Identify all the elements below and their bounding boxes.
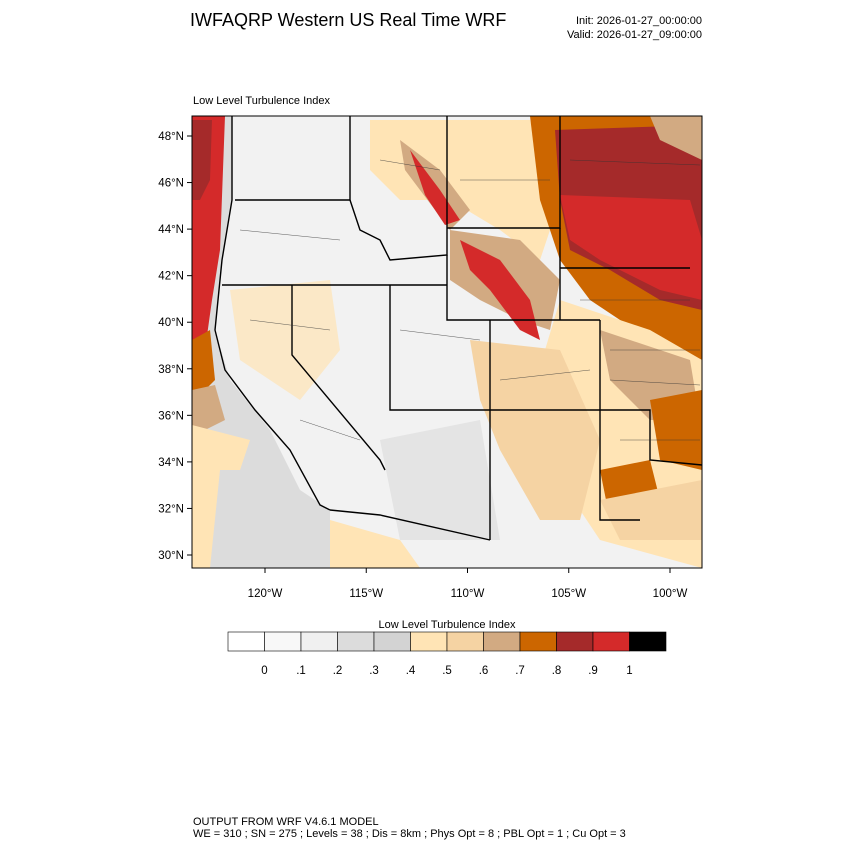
colorbar-title: Low Level Turbulence Index: [379, 619, 516, 631]
title: IWFAQRP Western US Real Time WRF: [190, 10, 506, 30]
lon-label: 105°W: [551, 588, 586, 600]
valid-time: Valid: 2026-01-27_09:00:00: [567, 29, 702, 41]
colorbar-box: [519, 631, 557, 652]
lat-label: 46°N: [158, 178, 184, 190]
colorbar-box: [556, 631, 594, 652]
colorbar-label: .6: [479, 665, 489, 677]
init-time: Init: 2026-01-27_00:00:00: [576, 15, 702, 27]
lat-label: 38°N: [158, 364, 184, 376]
footer-line: WE = 310 ; SN = 275 ; Levels = 38 ; Dis …: [193, 828, 626, 840]
colorbar-label: .5: [442, 665, 452, 677]
colorbar-label: .1: [296, 665, 306, 677]
lon-label: 115°W: [349, 588, 383, 600]
lat-label: 48°N: [158, 131, 184, 143]
map: [191, 115, 703, 569]
footer-line: OUTPUT FROM WRF V4.6.1 MODEL: [193, 816, 379, 828]
colorbar-box: [227, 631, 265, 652]
colorbar-box: [373, 631, 411, 652]
colorbar-label: .7: [515, 665, 525, 677]
lat-label: 40°N: [158, 317, 184, 329]
colorbar-label: .4: [406, 665, 416, 677]
lat-label: 32°N: [158, 503, 184, 515]
colorbar-box: [300, 631, 338, 652]
colorbar-box: [446, 631, 484, 652]
lat-label: 34°N: [158, 457, 184, 469]
lon-label: 100°W: [653, 588, 688, 600]
colorbar-label: .2: [333, 665, 343, 677]
colorbar-box: [629, 631, 667, 652]
colorbar-label: .3: [369, 665, 379, 677]
colorbar-label: .8: [552, 665, 562, 677]
lat-label: 42°N: [158, 271, 184, 283]
colorbar-box: [264, 631, 302, 652]
colorbar-box: [337, 631, 375, 652]
colorbar-label: 1: [626, 665, 632, 677]
lon-label: 120°W: [248, 588, 283, 600]
colorbar-label: 0: [261, 665, 267, 677]
lat-label: 44°N: [158, 224, 184, 236]
colorbar-label: .9: [588, 665, 598, 677]
map-subtitle: Low Level Turbulence Index: [193, 95, 330, 107]
colorbar-box: [483, 631, 521, 652]
lon-label: 110°W: [451, 588, 485, 600]
colorbar-box: [410, 631, 448, 652]
lat-label: 30°N: [158, 550, 184, 562]
lat-label: 36°N: [158, 410, 184, 422]
colorbar-box: [592, 631, 630, 652]
